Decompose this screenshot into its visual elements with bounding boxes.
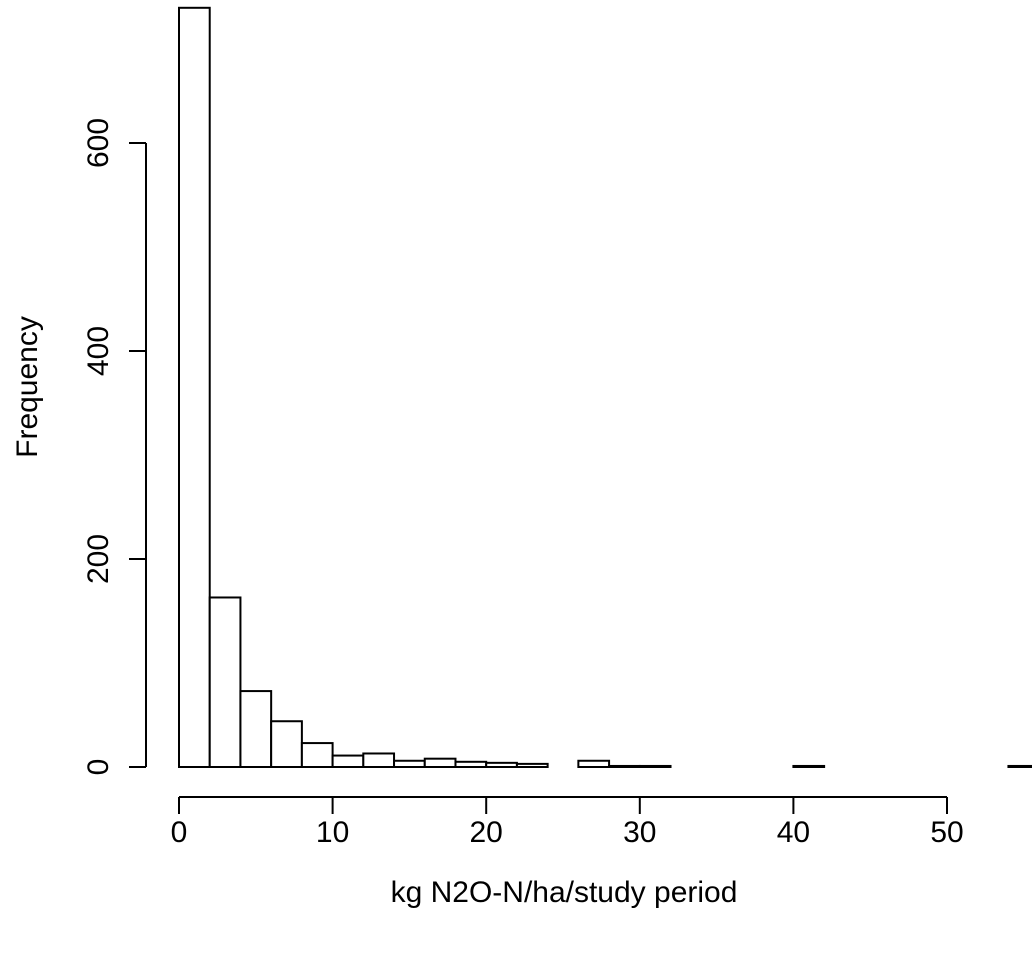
- histogram-bar: [300, 742, 334, 769]
- histogram-bar: [239, 690, 273, 769]
- histogram-bar: [362, 752, 396, 768]
- histogram-bar: [485, 761, 518, 769]
- x-tick-label: 0: [171, 816, 188, 849]
- histogram-bar: [1007, 764, 1032, 769]
- x-tick-label: 10: [316, 816, 349, 849]
- histogram-bar: [638, 764, 672, 769]
- y-axis-title: Frequency: [11, 316, 44, 458]
- y-axis: 0 200 400 600: [82, 118, 147, 776]
- y-tick-label: 200: [82, 534, 115, 584]
- histogram-bar: [577, 759, 611, 769]
- histogram-bar: [792, 764, 826, 769]
- histogram-bar: [178, 6, 211, 769]
- y-tick-label: 600: [82, 118, 115, 168]
- histogram-bar: [208, 596, 242, 768]
- x-axis: 0 10 20 30 40 50: [171, 796, 964, 849]
- histogram-bar: [331, 754, 365, 768]
- x-axis-title: kg N2O-N/ha/study period: [391, 876, 738, 909]
- y-tick-label: 400: [82, 326, 115, 376]
- histogram-bar: [270, 720, 303, 768]
- x-tick-label: 30: [623, 816, 656, 849]
- histogram-bar: [393, 759, 426, 769]
- histogram-bar: [423, 757, 457, 768]
- histogram-bar: [515, 762, 549, 769]
- y-tick-label: 0: [82, 759, 115, 776]
- x-tick-label: 50: [930, 816, 963, 849]
- x-tick-label: 20: [470, 816, 503, 849]
- x-tick-label: 40: [777, 816, 810, 849]
- histogram-bar: [608, 764, 641, 769]
- histogram-bar: [454, 760, 488, 768]
- bars-group: [178, 6, 1032, 769]
